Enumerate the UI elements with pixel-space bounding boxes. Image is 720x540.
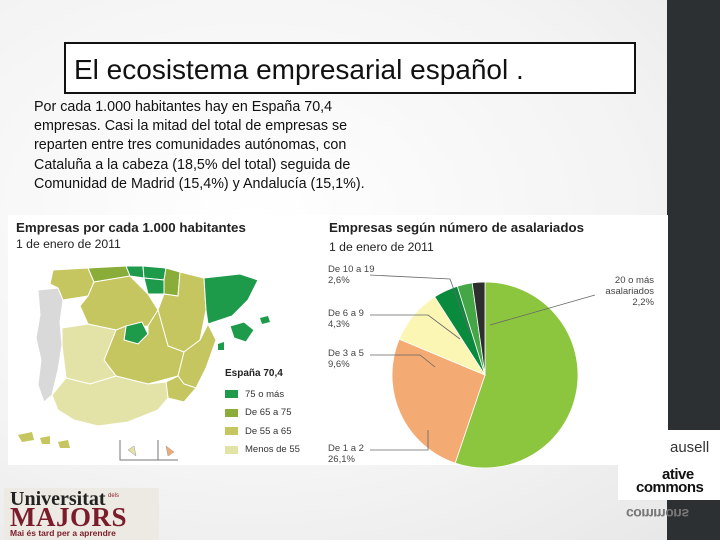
body-line: reparten entre tres comunidades autónoma… — [34, 137, 347, 154]
body-line: empresas. Casi la mitad del total de emp… — [34, 118, 348, 135]
pie-chart-title: Empresas según número de asalariados — [329, 220, 584, 235]
leader-line-10-19 — [369, 274, 471, 334]
region-ceuta — [127, 445, 137, 457]
pie-label-name: 20 o más asalariados — [605, 275, 654, 297]
pie-label-1-2: De 1 a 2 26,1% — [328, 443, 364, 465]
legend-item: De 65 a 75 — [225, 404, 300, 423]
title-box: El ecosistema empresarial español . — [64, 42, 636, 94]
legend-item: Menos de 55 — [225, 441, 300, 460]
logo-tagline: Mai és tard per a aprendre — [10, 528, 116, 538]
map-legend: España 70,4 75 o más De 65 a 75 De 55 a … — [225, 368, 300, 459]
legend-label: De 55 a 65 — [245, 425, 292, 437]
region-andalucia — [51, 375, 169, 427]
legend-title: España 70,4 — [225, 368, 283, 379]
slide-title: El ecosistema empresarial español . — [74, 54, 524, 85]
body-line: Cataluña a la cabeza (18,5% del total) s… — [34, 156, 351, 173]
pie-chart-subtitle: 1 de enero de 2011 — [329, 240, 434, 254]
logo-text-majors: MAJORS — [10, 502, 127, 532]
cc-text-ative: ative — [662, 466, 694, 483]
pie-label-name: De 10 a 19 — [328, 264, 375, 275]
leader-line-6-9 — [370, 314, 461, 340]
spain-regions-map — [18, 265, 270, 461]
legend-swatch — [225, 427, 238, 436]
inset-frame — [119, 440, 178, 461]
pie-label-value: 9,6% — [328, 359, 350, 370]
legend-swatch — [225, 390, 238, 399]
leader-line-20-mas — [489, 294, 596, 326]
region-la-rioja — [143, 277, 165, 295]
pie-label-10-19: De 10 a 19 2,6% — [328, 264, 374, 286]
portugal-area — [35, 287, 64, 403]
legend-swatch — [225, 445, 238, 454]
region-navarra — [163, 267, 181, 297]
pie-slice-de-1-a-2 — [391, 338, 486, 464]
region-baleares-menorca — [260, 316, 270, 324]
legend-swatch — [225, 408, 238, 417]
pie-label-value: 4,3% — [328, 319, 350, 330]
pie-slice-20-o-m-s-asalariados — [471, 281, 486, 376]
body-line: Comunidad de Madrid (15,4%) y Andalucía … — [34, 175, 365, 192]
pie-label-value: 2,2% — [632, 297, 654, 308]
cc-text-commons: commons — [636, 479, 704, 496]
region-baleares-ibiza — [218, 342, 224, 350]
pie-label-6-9: De 6 a 9 4,3% — [328, 308, 364, 330]
region-cataluna — [203, 273, 259, 325]
logo-text-dels: dels — [108, 493, 120, 499]
body-paragraph: Por cada 1.000 habitantes hay en España … — [34, 98, 414, 194]
leader-line-3-5 — [370, 354, 436, 368]
pie-label-value: 2,6% — [328, 275, 350, 286]
cc-reflection-text: commons — [626, 506, 689, 522]
map-chart-subtitle: 1 de enero de 2011 — [16, 237, 121, 251]
leader-line-1-2 — [370, 430, 429, 451]
pie-slice-sin-asalariados — [454, 281, 579, 469]
body-line: Por cada 1.000 habitantes hay en España … — [34, 99, 333, 115]
pie-chart — [369, 274, 596, 469]
pie-label-name: De 6 a 9 — [328, 308, 364, 319]
legend-label: 75 o más — [245, 388, 285, 400]
legend-label: Menos de 55 — [245, 444, 300, 456]
creative-commons-badge: ausell ative commons — [618, 430, 720, 500]
pie-label-name: De 3 a 5 — [328, 348, 364, 359]
pie-label-value: 26,1% — [328, 454, 355, 465]
legend-item: De 55 a 65 — [225, 422, 300, 441]
universitat-dels-majors-logo: Universitat dels MAJORS Mai és tard per … — [4, 488, 159, 540]
pie-label-name: De 1 a 2 — [328, 443, 364, 454]
legend-label: De 65 a 75 — [245, 407, 292, 419]
map-chart-title: Empresas por cada 1.000 habitantes — [16, 220, 246, 235]
canarias-islands — [18, 432, 70, 448]
region-baleares — [229, 321, 255, 343]
region-melilla — [165, 445, 175, 457]
cc-author-text: ausell — [670, 439, 710, 456]
legend-item: 75 o más — [225, 385, 300, 404]
logo-text-universitat: Universitat — [10, 488, 106, 510]
pie-label-3-5: De 3 a 5 9,6% — [328, 348, 364, 370]
pie-label-20-mas: 20 o más asalariados 2,2% — [590, 275, 654, 308]
